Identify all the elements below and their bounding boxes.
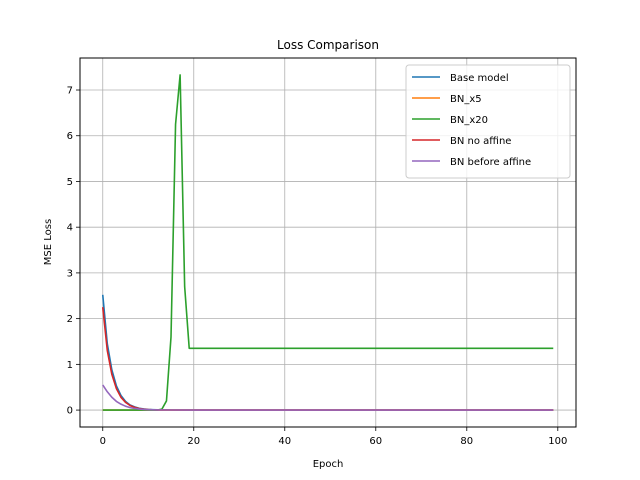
x-tick-label: 60 <box>369 436 382 447</box>
y-tick-label: 7 <box>67 86 73 97</box>
x-axis-label: Epoch <box>313 459 344 470</box>
y-tick-label: 1 <box>67 360 73 371</box>
y-tick-label: 5 <box>67 177 73 188</box>
plot-lines <box>101 74 554 411</box>
grid <box>80 58 576 427</box>
legend-label: BN no affine <box>450 136 511 147</box>
y-tick-label: 6 <box>67 131 73 142</box>
legend-label: BN_x20 <box>450 115 488 126</box>
x-tick-label: 40 <box>278 436 291 447</box>
chart-title: Loss Comparison <box>277 38 379 52</box>
series-line <box>102 384 554 411</box>
legend-label: BN_x5 <box>450 94 482 105</box>
y-tick-label: 3 <box>67 268 73 279</box>
x-tick-label: 0 <box>100 436 106 447</box>
series-line <box>102 74 554 411</box>
y-axis-label: MSE Loss <box>43 219 54 265</box>
x-tick-label: 100 <box>548 436 567 447</box>
y-tick-label: 2 <box>67 314 73 325</box>
x-tick-label: 80 <box>460 436 473 447</box>
legend-box <box>405 64 571 179</box>
axis-ticks: 0 20 40 60 80 100 0 1 2 3 4 5 6 7 <box>67 86 568 447</box>
plot-frame <box>79 57 577 428</box>
legend-label: Base model <box>450 73 509 84</box>
y-tick-label: 0 <box>67 406 73 417</box>
x-tick-label: 20 <box>187 436 200 447</box>
legend-label: BN before affine <box>450 157 531 168</box>
legend: Base model BN_x5 BN_x20 BN no affine BN befo… <box>405 64 571 179</box>
y-tick-label: 4 <box>67 223 73 234</box>
